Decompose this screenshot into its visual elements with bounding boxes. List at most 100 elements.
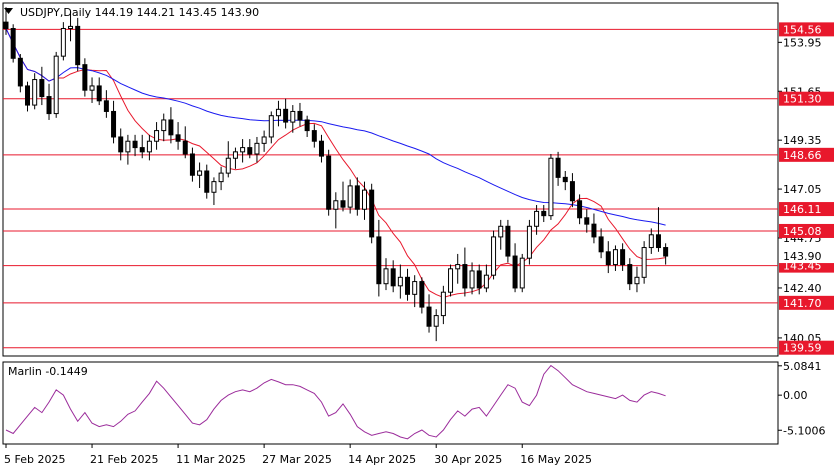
candle-body (354, 185, 360, 210)
candle-body (476, 270, 482, 289)
candle (562, 170, 568, 191)
candle (261, 130, 267, 152)
candle-body (283, 108, 289, 123)
candle (455, 253, 461, 284)
candle (634, 266, 640, 293)
dropdown-arrow-icon[interactable] (4, 8, 13, 14)
candle-body (211, 181, 217, 193)
candle (10, 24, 16, 63)
candle (354, 177, 360, 216)
candle-body (412, 281, 418, 295)
ma-slow-line (5, 28, 666, 226)
candle-body (75, 25, 81, 66)
level-label-bg (779, 22, 834, 37)
level-label-text: 154.56 (783, 23, 822, 36)
last-price-marker: 143.90 (779, 249, 834, 263)
candle-body (46, 96, 52, 115)
price-pane (2, 2, 779, 357)
candle (663, 243, 669, 265)
level-label-text: 148.66 (783, 149, 822, 162)
candle (111, 100, 117, 144)
candle-body (512, 255, 518, 289)
candle (483, 264, 489, 293)
candle (254, 136, 260, 163)
candle-body (591, 223, 597, 238)
candle (240, 139, 246, 163)
candle-body (663, 247, 669, 257)
candle (232, 147, 238, 169)
candle (182, 126, 188, 159)
candle-body (268, 115, 274, 138)
candle (175, 122, 181, 150)
candle (469, 262, 475, 295)
level-label: 139.59 (779, 340, 834, 355)
candle (318, 134, 324, 163)
candle (146, 134, 152, 161)
candle-body (562, 176, 568, 183)
candle (591, 213, 597, 244)
candle (433, 309, 439, 342)
candle-body (548, 157, 554, 217)
level-label-text: 139.59 (783, 342, 822, 355)
candle-body (247, 147, 253, 155)
date-tick-label: 16 May 2025 (520, 453, 592, 466)
level-label-bg (779, 147, 834, 162)
candle-body (505, 225, 511, 257)
candle-body (440, 291, 446, 317)
candle (39, 66, 45, 106)
candle (569, 173, 575, 208)
candle (211, 177, 217, 206)
osc-tick-label: 5.0841 (783, 360, 822, 373)
candle (333, 192, 339, 229)
candle (605, 241, 611, 274)
osc-tick-label: -5.1006 (783, 424, 825, 437)
candle-body (498, 225, 504, 238)
candle-body (118, 136, 124, 153)
candle-body (419, 281, 425, 308)
candle (376, 219, 382, 297)
candle (541, 205, 547, 223)
candle (526, 219, 532, 265)
candle-body (655, 234, 661, 249)
candle (290, 105, 296, 133)
candle-body (605, 251, 611, 266)
candle-body (584, 217, 590, 225)
oscillator-title: Marlin -0.1449 (8, 365, 88, 378)
candle (311, 124, 317, 148)
candle (75, 17, 81, 72)
candle-body (405, 276, 411, 295)
candle (362, 181, 367, 220)
candle-body (17, 57, 23, 87)
candle-body (32, 79, 38, 106)
candle (448, 264, 454, 297)
candle-body (111, 110, 117, 138)
level-label-text: 146.11 (783, 203, 822, 216)
candle-body (204, 170, 210, 193)
level-label: 146.11 (779, 202, 834, 217)
candle-body (376, 236, 382, 285)
candle (491, 230, 497, 280)
candle-body (197, 170, 203, 176)
level-label-bg (779, 340, 834, 355)
candle (247, 139, 253, 159)
candle (519, 253, 525, 293)
candle-body (304, 119, 310, 132)
candle-body (577, 200, 583, 219)
level-label: 154.56 (779, 22, 834, 37)
candle-body (598, 236, 604, 253)
candle-body (491, 236, 497, 276)
candle (512, 243, 518, 293)
candle-body (433, 315, 439, 327)
candle-body (340, 200, 346, 208)
candle-body (333, 200, 339, 210)
candle (118, 128, 124, 161)
candle-body (82, 64, 88, 91)
price-tick-label: 153.95 (783, 36, 822, 49)
candle-body (318, 140, 324, 157)
candle (440, 285, 446, 325)
candle (96, 77, 102, 106)
candle (584, 209, 590, 233)
candle (412, 275, 418, 308)
candle-body (3, 21, 9, 30)
